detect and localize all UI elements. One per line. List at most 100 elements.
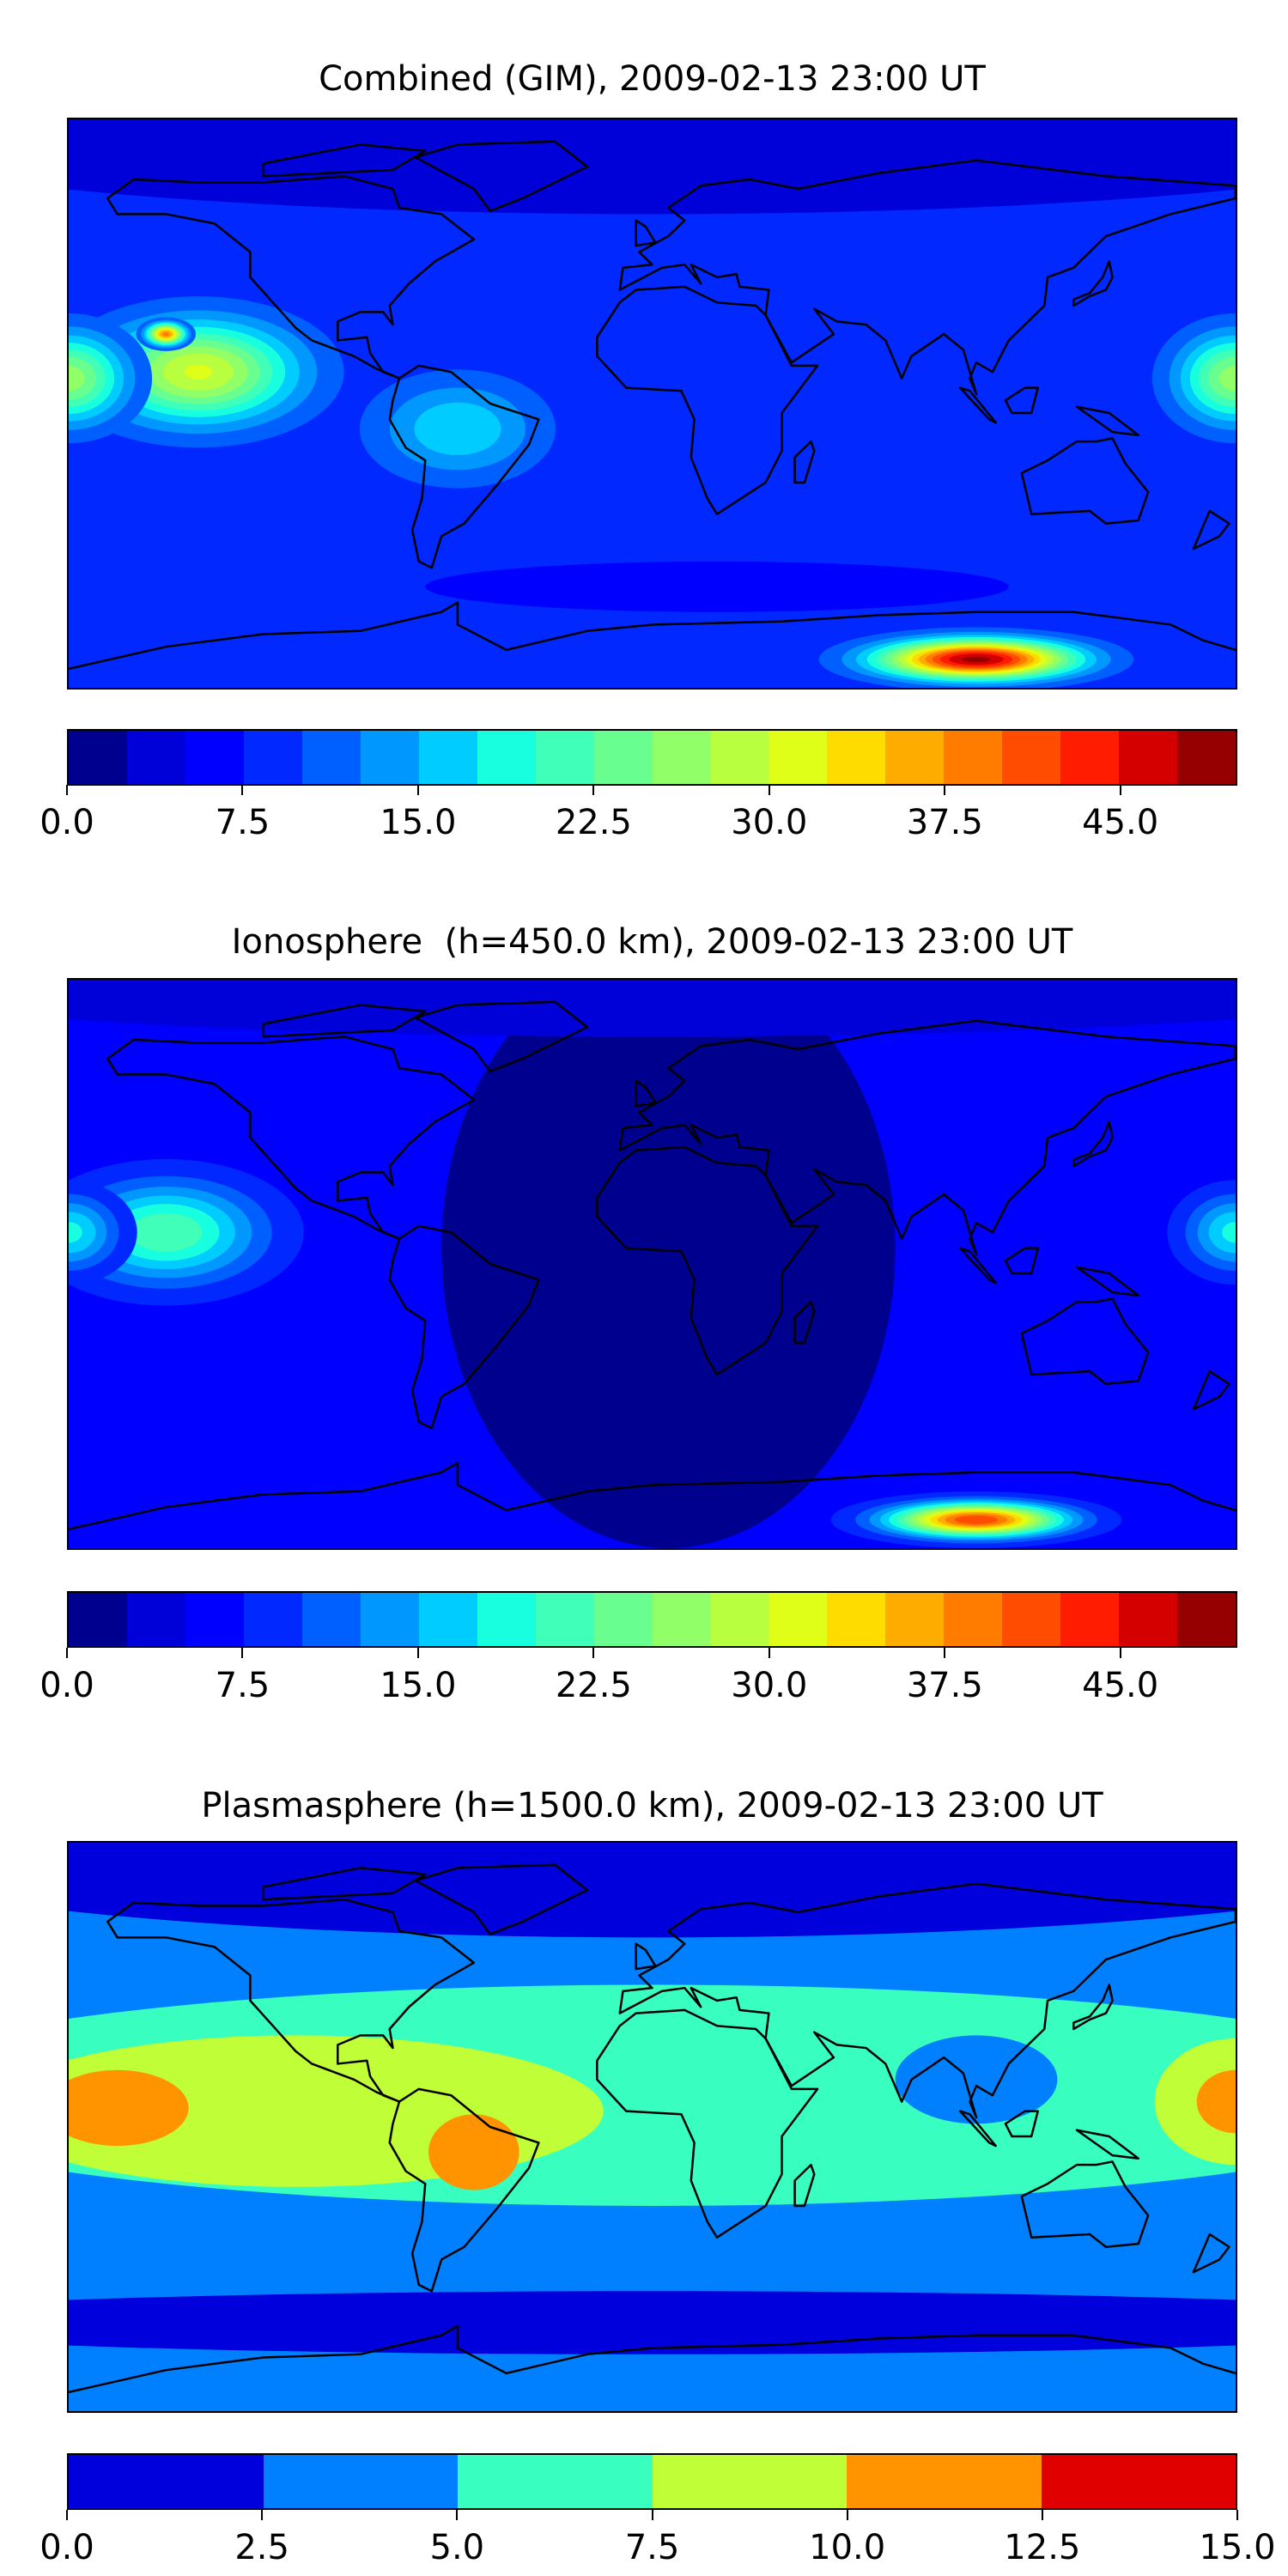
colorbar-bin-15 xyxy=(944,731,1003,784)
colorbar-tick-label: 37.5 xyxy=(906,1666,983,1705)
coastline-north-america xyxy=(107,1036,474,1238)
colorbar-bin-1 xyxy=(126,1593,185,1646)
panel-1-title: Combined (GIM), 2009-02-13 23:00 UT xyxy=(319,59,986,99)
colorbar-bin-13 xyxy=(827,1593,886,1646)
colorbar-tick xyxy=(592,785,595,795)
coastline-japan xyxy=(1073,1985,1112,2029)
colorbar-tick xyxy=(66,2510,68,2520)
contour-level-19 xyxy=(962,656,991,663)
colorbar-tick xyxy=(1236,2510,1238,2520)
panel-3-map xyxy=(67,1841,1237,2413)
colorbar-tick xyxy=(768,1648,770,1658)
contour-region xyxy=(69,980,1236,1037)
colorbar-tick-label: 0.0 xyxy=(39,803,94,842)
colorbar-tick xyxy=(651,2510,653,2520)
panel-1-map xyxy=(67,118,1237,690)
contour-region xyxy=(69,119,1236,215)
coastline-new-guinea xyxy=(1077,1267,1139,1296)
colorbar-bin-10 xyxy=(652,731,711,784)
panel-3-title: Plasmasphere (h=1500.0 km), 2009-02-13 2… xyxy=(201,1786,1103,1826)
contour-region xyxy=(895,2035,1058,2124)
colorbar-tick-label: 15.0 xyxy=(1199,2528,1276,2567)
colorbar-bin-12 xyxy=(769,1593,828,1646)
colorbar-bin-18 xyxy=(1119,731,1178,784)
colorbar-bin-17 xyxy=(1060,731,1120,784)
colorbar-tick-label: 30.0 xyxy=(731,803,808,842)
coastline-north-america xyxy=(107,1899,474,2101)
colorbar-bin-9 xyxy=(593,1593,653,1646)
contour-region xyxy=(69,1843,1236,1938)
colorbar-tick xyxy=(1119,785,1121,795)
colorbar-tick-label: 2.5 xyxy=(234,2528,289,2567)
colorbar-bin-8 xyxy=(535,1593,594,1646)
coastline-south-america xyxy=(390,2089,539,2291)
colorbar-tick-label: 10.0 xyxy=(809,2528,886,2567)
contour-level-16 xyxy=(954,1515,999,1524)
colorbar-bin-10 xyxy=(652,1593,711,1646)
coastline-sumatra xyxy=(960,1249,996,1283)
colorbar-tick-label: 37.5 xyxy=(906,803,983,842)
colorbar-bin-6 xyxy=(418,1593,477,1646)
coastline-borneo xyxy=(1005,2111,1038,2136)
colorbar-bin-5 xyxy=(1041,2455,1236,2508)
contour-region xyxy=(428,2114,519,2190)
colorbar-tick-label: 22.5 xyxy=(555,1666,632,1705)
coastline-greenland xyxy=(416,1865,587,1935)
colorbar-bin-19 xyxy=(1177,731,1236,784)
colorbar-tick-label: 7.5 xyxy=(624,2528,680,2567)
colorbar-bin-2 xyxy=(458,2455,653,2508)
colorbar-bin-3 xyxy=(243,1593,302,1646)
colorbar-tick xyxy=(1041,2510,1043,2520)
coastline-south-america xyxy=(390,366,539,568)
colorbar-tick xyxy=(66,785,68,795)
coastline-africa xyxy=(597,2010,817,2238)
colorbar-bin-4 xyxy=(301,1593,361,1646)
colorbar-bin-4 xyxy=(301,731,361,784)
colorbar-tick xyxy=(944,1648,946,1658)
contour-level-15 xyxy=(162,331,170,337)
colorbar-bin-7 xyxy=(477,1593,536,1646)
coastline-australia xyxy=(1022,438,1148,523)
colorbar-tick-label: 45.0 xyxy=(1082,803,1159,842)
colorbar-bin-16 xyxy=(1002,731,1061,784)
panel-3-colorbar xyxy=(67,2453,1237,2510)
coastline-new-zealand xyxy=(1194,1371,1230,1409)
coastline-eurasia xyxy=(620,1021,1236,1255)
colorbar-tick xyxy=(416,1648,419,1658)
coastline-africa xyxy=(597,287,817,514)
colorbar-tick xyxy=(66,1648,68,1658)
coastline-new-guinea xyxy=(1077,2130,1139,2159)
coastline-antarctica xyxy=(69,1463,1236,1529)
colorbar-bin-0 xyxy=(69,2455,264,2508)
contour-level-10 xyxy=(69,365,85,392)
contour-region xyxy=(1154,2038,1236,2166)
colorbar-tick-label: 22.5 xyxy=(555,803,632,842)
panel-2-colorbar-ticks: 0.0 7.5 15.0 22.5 30.0 37.5 45.0 xyxy=(39,1648,1237,1708)
colorbar-tick-label: 12.5 xyxy=(1004,2528,1081,2567)
coastline-new-zealand xyxy=(1194,2234,1230,2272)
panel-3-colorbar-ticks: 0.0 2.5 5.0 7.5 10.0 12.5 15.0 xyxy=(39,2510,1276,2570)
coastline-japan xyxy=(1073,1122,1112,1166)
colorbar-bin-16 xyxy=(1002,1593,1061,1646)
colorbar-bin-6 xyxy=(418,731,477,784)
colorbar-tick-label: 7.5 xyxy=(215,1666,270,1705)
coastline-antarctica xyxy=(69,603,1236,669)
colorbar-bin-14 xyxy=(885,731,945,784)
coastline-arctic-islands xyxy=(264,144,426,176)
colorbar-tick-label: 15.0 xyxy=(380,1666,457,1705)
colorbar-bin-15 xyxy=(944,1593,1003,1646)
colorbar-bin-2 xyxy=(185,731,244,784)
colorbar-bin-11 xyxy=(710,731,769,784)
colorbar-tick xyxy=(944,785,946,795)
colorbar-tick xyxy=(261,2510,264,2520)
contour-level-6 xyxy=(414,402,501,456)
contour-region xyxy=(441,980,896,1548)
coastline-greenland xyxy=(416,142,587,211)
contour-level-7 xyxy=(69,1222,82,1243)
colorbar-tick xyxy=(241,785,244,795)
coastline-borneo xyxy=(1005,388,1038,413)
colorbar-bin-8 xyxy=(535,731,594,784)
colorbar-tick-label: 0.0 xyxy=(39,1666,94,1705)
coastline-arctic-islands xyxy=(264,1005,426,1036)
coastline-japan xyxy=(1073,262,1112,306)
